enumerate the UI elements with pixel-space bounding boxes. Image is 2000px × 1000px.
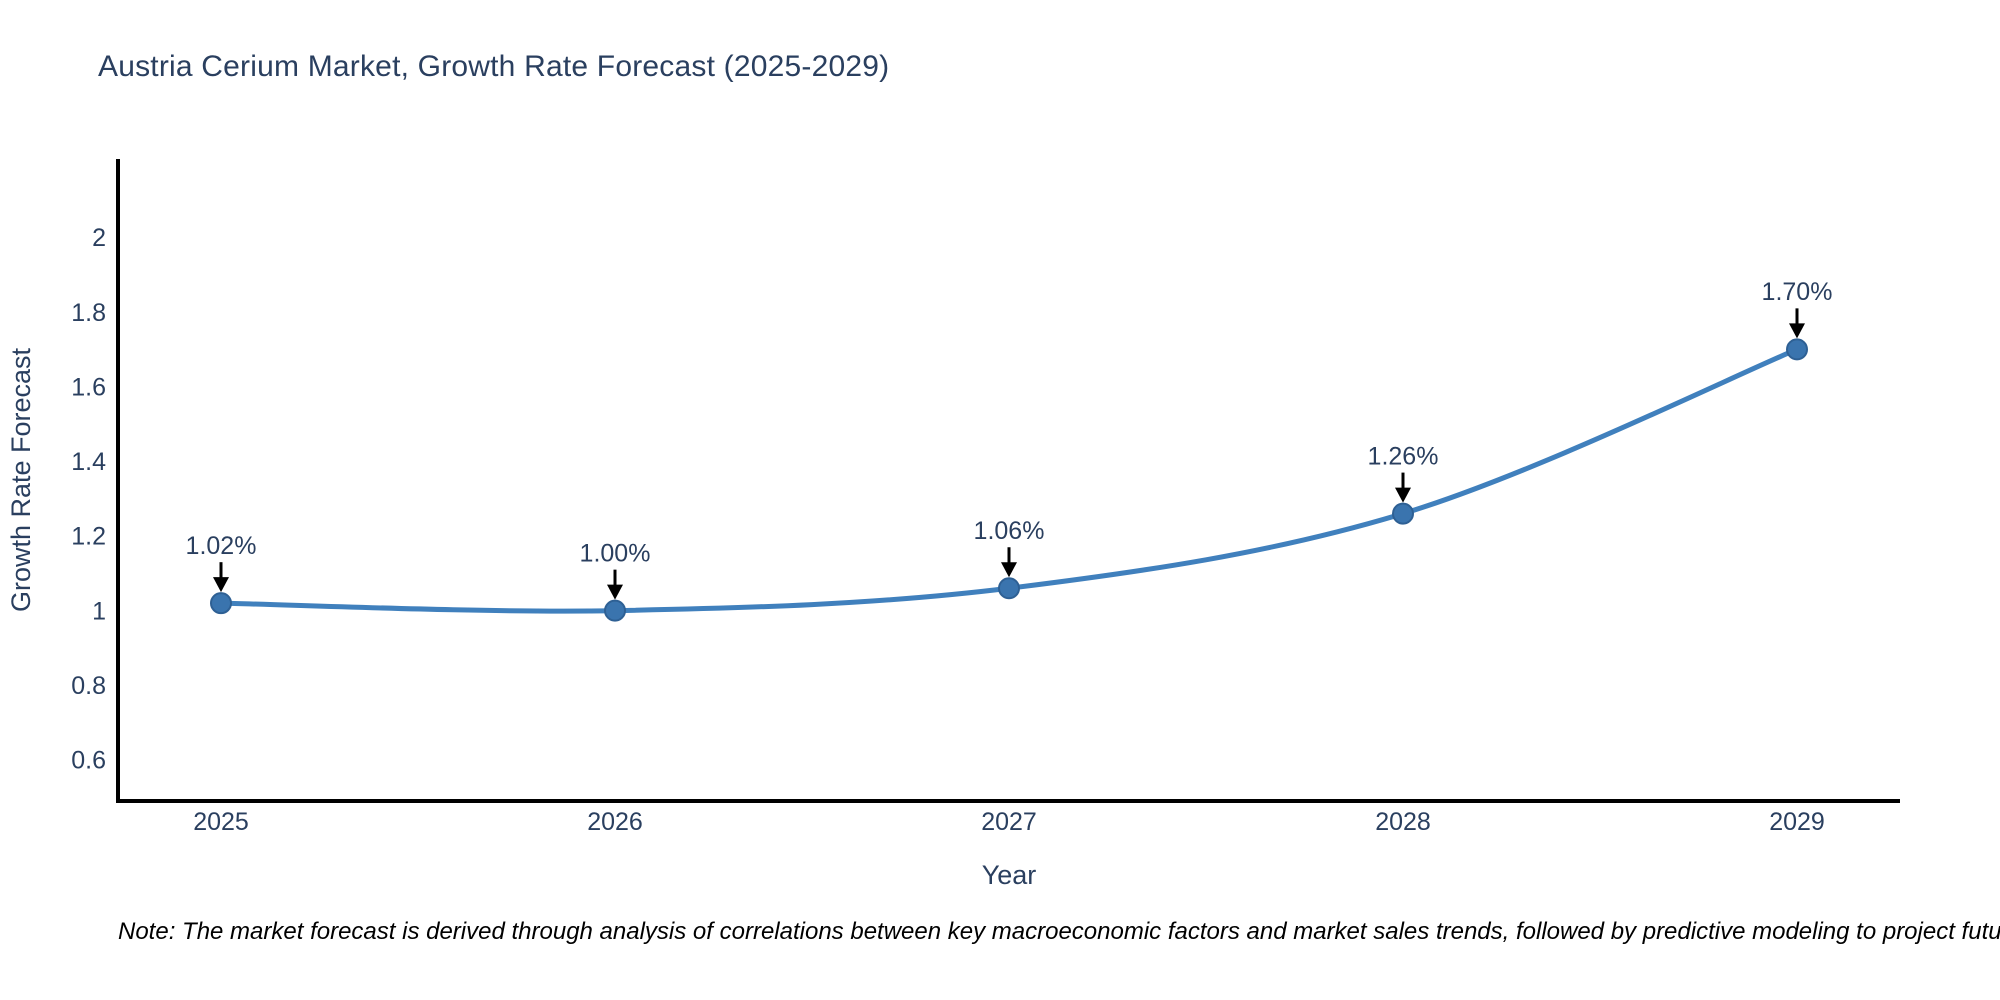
- y-tick-label: 0.8: [71, 672, 106, 700]
- y-tick-label: 1.6: [71, 373, 106, 401]
- y-tick-label: 1: [92, 597, 106, 625]
- annotation-arrow-head: [1001, 562, 1017, 578]
- y-axis-title: Growth Rate Forecast: [6, 347, 36, 612]
- x-tick-label: 2026: [587, 808, 643, 836]
- annotation-arrow-head: [213, 577, 229, 593]
- x-tick-label: 2027: [981, 808, 1037, 836]
- annotation-label: 1.26%: [1368, 442, 1439, 470]
- annotation-label: 1.02%: [186, 532, 257, 560]
- annotation-arrow-head: [1789, 323, 1805, 339]
- y-tick-label: 1.4: [71, 448, 106, 476]
- y-tick-label: 1.2: [71, 523, 106, 551]
- annotation-label: 1.06%: [974, 517, 1045, 545]
- data-point-2028[interactable]: [1392, 502, 1414, 525]
- y-tick-label: 1.8: [71, 299, 106, 327]
- data-point-2026[interactable]: [604, 599, 626, 622]
- x-tick-label: 2025: [193, 808, 249, 836]
- annotation-label: 1.70%: [1762, 278, 1833, 306]
- data-point-2027[interactable]: [998, 577, 1020, 600]
- x-axis-title: Year: [982, 860, 1037, 890]
- x-tick-label: 2028: [1375, 808, 1431, 836]
- y-tick-label: 2: [92, 224, 106, 252]
- x-tick-label: 2029: [1769, 808, 1825, 836]
- chart-footnote: Note: The market forecast is derived thr…: [118, 918, 2000, 945]
- annotation-arrow-head: [607, 584, 623, 600]
- data-point-2025[interactable]: [210, 592, 232, 615]
- annotation-label: 1.00%: [580, 539, 651, 567]
- annotation-arrow-head: [1395, 487, 1411, 503]
- y-tick-label: 0.6: [71, 747, 106, 775]
- chart-title: Austria Cerium Market, Growth Rate Forec…: [98, 50, 890, 83]
- data-point-2029[interactable]: [1786, 338, 1808, 361]
- axis-lines: [116, 159, 1900, 803]
